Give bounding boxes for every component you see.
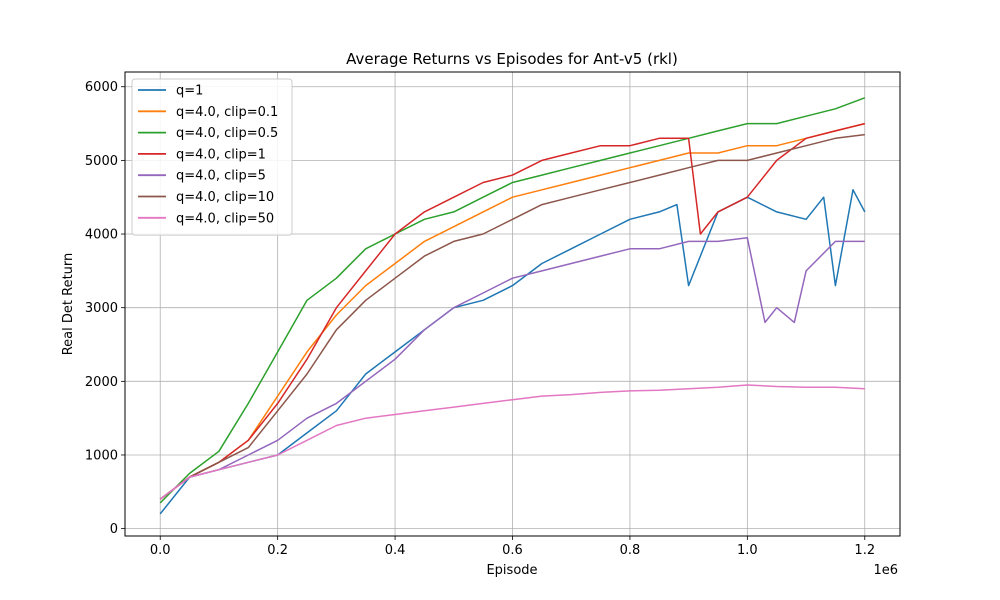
- x-tick-label: 0.6: [502, 543, 523, 558]
- y-tick-label: 1000: [85, 448, 118, 463]
- chart-title: Average Returns vs Episodes for Ant-v5 (…: [346, 50, 678, 68]
- x-tick-label: 0.2: [267, 543, 288, 558]
- y-tick-label: 2000: [85, 375, 118, 390]
- series-line: [159, 236, 865, 500]
- series-line: [159, 189, 866, 515]
- axis-ticks: 0.0 0.2 0.4 0.6 0.8 1.0 1.2 0 1000 2000 3000 4000 50…: [85, 80, 875, 558]
- series-line: [159, 384, 865, 500]
- legend-entry: q=4.0, clip=0.5: [176, 126, 278, 141]
- x-tick-label: 0.4: [385, 543, 406, 558]
- legend-entry: q=4.0, clip=5: [176, 169, 266, 184]
- legend-entry: q=4.0, clip=1: [176, 147, 266, 162]
- series-line: [159, 122, 865, 500]
- legend-entry: q=1: [176, 84, 203, 99]
- series-line: [159, 97, 866, 504]
- x-tick-label: 1.0: [737, 543, 758, 558]
- x-tick-label: 0.8: [620, 543, 641, 558]
- x-tick-label: 1.2: [854, 543, 875, 558]
- y-axis-label: Real Det Return: [61, 253, 76, 356]
- y-tick-label: 5000: [85, 154, 118, 169]
- legend: q=1 q=4.0, clip=0.1 q=4.0, clip=0.5 q=4.0, …: [131, 78, 293, 236]
- x-offset-label: 1e6: [873, 563, 898, 578]
- y-tick-label: 4000: [85, 228, 118, 243]
- x-tick-label: 0.0: [150, 543, 171, 558]
- series-line: [159, 122, 865, 500]
- legend-entry: q=4.0, clip=10: [176, 190, 274, 205]
- series-line: [159, 133, 865, 500]
- grid: [125, 72, 900, 536]
- y-tick-label: 6000: [85, 80, 118, 95]
- legend-entry: q=4.0, clip=0.1: [176, 105, 278, 120]
- series-lines: [159, 97, 866, 515]
- legend-box: [131, 78, 293, 236]
- y-tick-label: 0: [110, 522, 118, 537]
- x-axis-label: Episode: [486, 563, 537, 578]
- y-tick-label: 3000: [85, 301, 118, 316]
- legend-entry: q=4.0, clip=50: [176, 211, 274, 226]
